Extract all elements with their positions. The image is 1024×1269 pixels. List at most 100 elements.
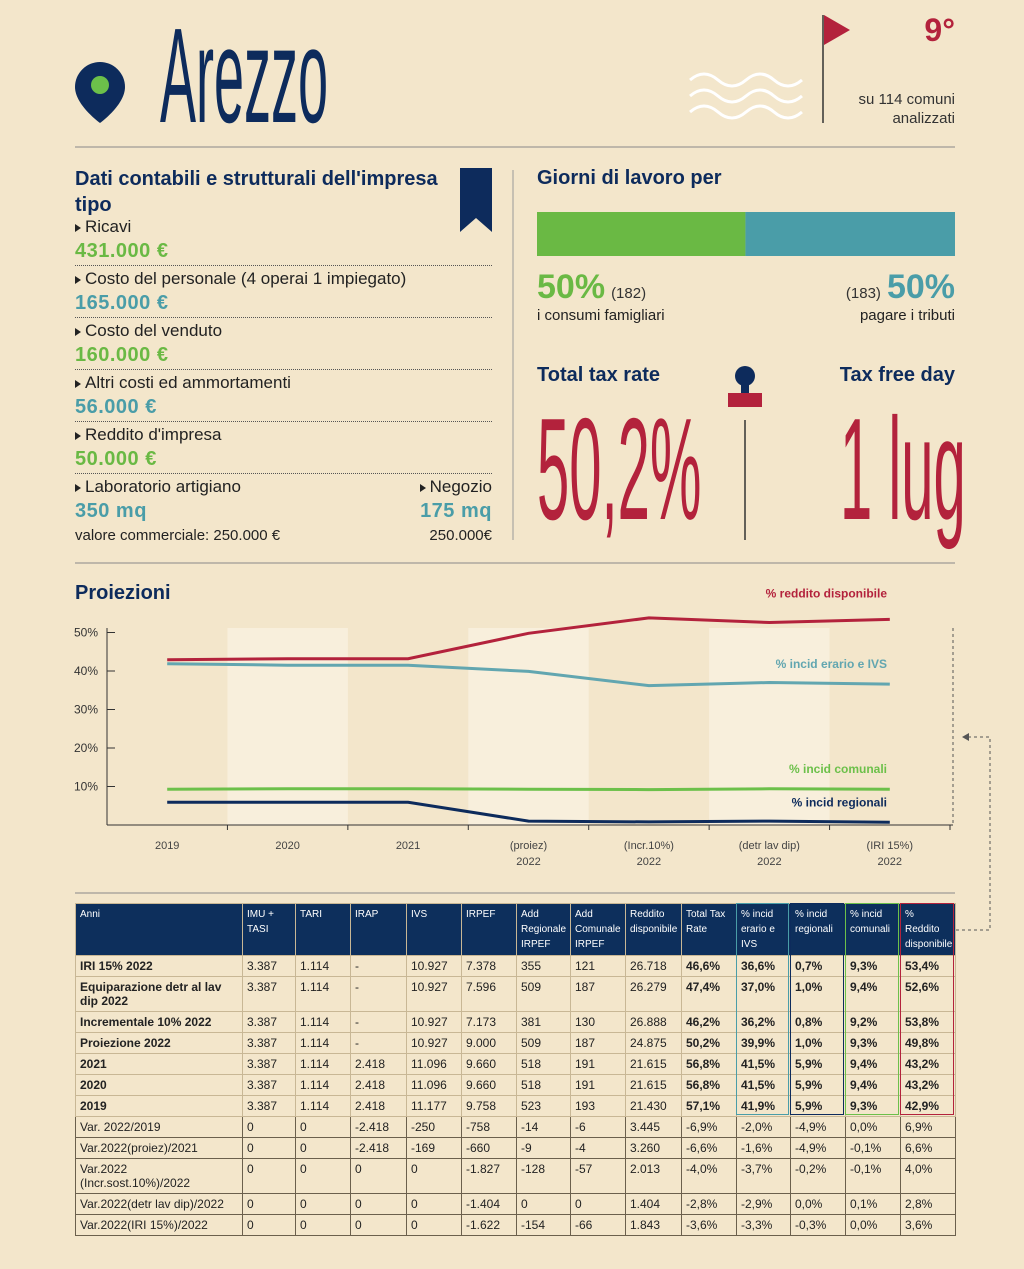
table-cell: -4,9% (790, 1116, 846, 1138)
tax-free-day: 1 lug (840, 388, 966, 550)
table-cell: 10.927 (406, 1011, 462, 1033)
x-tick-label: (Incr.10%) 2022 (623, 840, 674, 868)
table-cell: 509 (516, 976, 571, 1012)
table-cell: 26.718 (625, 955, 682, 977)
table-cell: Var.2022(proiez)/2021 (75, 1137, 243, 1159)
table-cell: 56,8% (681, 1053, 737, 1075)
table-cell: -1.827 (461, 1158, 517, 1194)
table-cell: Var.2022(detr lav dip)/2022 (75, 1193, 243, 1215)
x-tick-label: 2019 (154, 840, 180, 852)
table-cell: 0,0% (790, 1193, 846, 1215)
table-cell: 187 (570, 1032, 626, 1054)
table-cell: 3.387 (242, 1074, 296, 1096)
separator (75, 421, 492, 422)
table-cell: 6,6% (900, 1137, 956, 1159)
table-cell: 3.260 (625, 1137, 682, 1159)
table-cell: 43,2% (900, 1053, 956, 1075)
table-cell: 518 (516, 1074, 571, 1096)
table-cell: 3.387 (242, 976, 296, 1012)
table-cell: 1.404 (625, 1193, 682, 1215)
table-row: 2020 3.387 1.114 2.418 11.096 9.660 518 191 21.6… (75, 1074, 956, 1096)
city-title: Arezzo (160, 0, 329, 151)
table-cell: 3.387 (242, 955, 296, 977)
stamp-icon (741, 385, 749, 393)
y-tick-label: 40% (74, 664, 98, 678)
table-cell: 1.843 (625, 1214, 682, 1236)
table-cell: 0 (406, 1193, 462, 1215)
x-tick-label: (IRI 15%) 2022 (866, 840, 914, 868)
separator (75, 265, 492, 266)
table-cell: 36,2% (736, 1011, 791, 1033)
table-cell: 0 (242, 1137, 296, 1159)
table-cell: -6,9% (681, 1116, 737, 1138)
table-cell: 57,1% (681, 1095, 737, 1117)
header-cell: TARI (295, 903, 351, 956)
stamp-icon (728, 393, 762, 407)
table-cell: 5,9% (790, 1053, 846, 1075)
header-cell: Reddito disponibile (625, 903, 682, 956)
table-cell: 2.418 (350, 1095, 407, 1117)
section-title: Dati contabili e strutturali dell'impres… (75, 168, 438, 216)
item-label: Altri costi ed ammortamenti (85, 373, 291, 392)
table-row: Var.2022(IRI 15%)/2022 0 0 0 0 -1.622 -154 -66 1… (75, 1214, 956, 1236)
table-cell: 24.875 (625, 1032, 682, 1054)
table-cell: 10.927 (406, 955, 462, 977)
share-days: (182) (611, 285, 647, 302)
table-cell: 509 (516, 1032, 571, 1054)
separator (75, 473, 492, 474)
pin-dot (91, 76, 109, 94)
table-cell: 9.660 (461, 1074, 517, 1096)
band-shade (227, 628, 348, 825)
item-label: Costo del personale (4 operai 1 impiegat… (85, 269, 407, 288)
table-cell: 130 (570, 1011, 626, 1033)
table-cell: 121 (570, 955, 626, 977)
header-cell: % incid comunali (845, 903, 901, 956)
table-cell: 7.378 (461, 955, 517, 977)
table-cell: 193 (570, 1095, 626, 1117)
table-cell: 381 (516, 1011, 571, 1033)
table-cell: 0 (516, 1193, 571, 1215)
table-cell: 9,4% (845, 1074, 901, 1096)
table-cell: 53,8% (900, 1011, 956, 1033)
table-cell: 355 (516, 955, 571, 977)
y-tick-label: 30% (74, 703, 98, 717)
table-row: 2019 3.387 1.114 2.418 11.177 9.758 523 193 21.4… (75, 1095, 956, 1117)
item-value: 56.000 € (75, 396, 157, 418)
table-cell: - (350, 955, 407, 977)
table-cell: 41,9% (736, 1095, 791, 1117)
table-cell: 9.000 (461, 1032, 517, 1054)
table-cell: 53,4% (900, 955, 956, 977)
table-cell: 1.114 (295, 955, 351, 977)
rank: 9° (924, 12, 955, 48)
header-cell: Add Regionale IRPEF (516, 903, 571, 956)
bullet (75, 483, 81, 492)
band-shade (709, 628, 830, 825)
x-tick-label: (proiez) 2022 (509, 840, 548, 868)
header-row: Anni IMU + TASI TARI IRAP IVS IRPEF Add Region… (75, 903, 956, 956)
table-cell: -2.418 (350, 1137, 407, 1159)
table-cell: 21.615 (625, 1053, 682, 1075)
bookmark-icon (460, 168, 492, 232)
table-row: Var. 2022/2019 0 0 -2.418 -250 -758 -14 -6 3.445… (75, 1116, 956, 1138)
table-cell: 0,1% (845, 1193, 901, 1215)
table-cell: 0 (295, 1214, 351, 1236)
table-cell: 518 (516, 1053, 571, 1075)
line (167, 662, 890, 688)
table-cell: 0 (242, 1116, 296, 1138)
share-row: 50% (182) (537, 268, 652, 307)
item-value: 160.000 € (75, 344, 169, 366)
table-cell: 523 (516, 1095, 571, 1117)
header-cell: % incid regionali (790, 903, 846, 956)
item-label: Reddito d'impresa (85, 425, 222, 444)
table-cell: -169 (406, 1137, 462, 1159)
bullet (419, 483, 426, 492)
flag (824, 15, 850, 45)
table-cell: -57 (570, 1158, 626, 1194)
table-cell: -758 (461, 1116, 517, 1138)
table-cell: 10.927 (406, 976, 462, 1012)
table-cell: -3,6% (681, 1214, 737, 1236)
table-cell: 1,0% (790, 976, 846, 1012)
table-cell: 0 (242, 1214, 296, 1236)
table-cell: 0 (295, 1137, 351, 1159)
table-cell: 6,9% (900, 1116, 956, 1138)
